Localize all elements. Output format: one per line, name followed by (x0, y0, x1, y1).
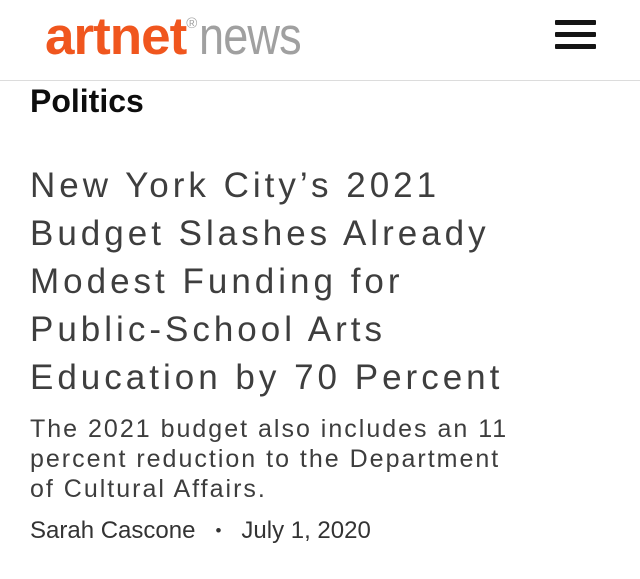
headline-line: New York City’s 2021 (30, 166, 441, 205)
headline-line: Budget Slashes Already (30, 214, 490, 253)
publish-date: July 1, 2020 (241, 517, 371, 544)
dek-line: percent reduction to the Department (30, 445, 501, 473)
headline-line: Education by 70 Percent (30, 358, 504, 397)
author-name[interactable]: Sarah Cascone (30, 517, 196, 544)
dek-line: of Cultural Affairs. (30, 475, 267, 503)
artnet-news-logo[interactable]: artnet ® news (45, 10, 319, 63)
headline-line: Modest Funding for (30, 262, 404, 301)
logo-news-text: news (199, 7, 302, 66)
registered-trademark-icon: ® (186, 15, 198, 32)
header: artnet ® news (0, 0, 640, 81)
headline-line: Public-School Arts (30, 310, 387, 349)
logo-artnet-text: artnet (45, 7, 187, 66)
dek-line: The 2021 budget also includes an 11 (30, 415, 509, 443)
bullet-separator: • (215, 521, 222, 540)
category-label[interactable]: Politics (30, 83, 144, 119)
hamburger-menu-icon[interactable] (555, 19, 596, 49)
hamburger-bar (555, 19, 596, 25)
article: Politics New York City’s 2021 Budget Sla… (0, 81, 640, 546)
hamburger-bar (555, 43, 596, 49)
article-dek: The 2021 budget also includes an 11 perc… (30, 414, 570, 504)
article-headline: New York City’s 2021 Budget Slashes Alre… (30, 162, 590, 402)
byline: Sarah Cascone • July 1, 2020 (30, 516, 610, 546)
hamburger-bar (555, 31, 596, 37)
